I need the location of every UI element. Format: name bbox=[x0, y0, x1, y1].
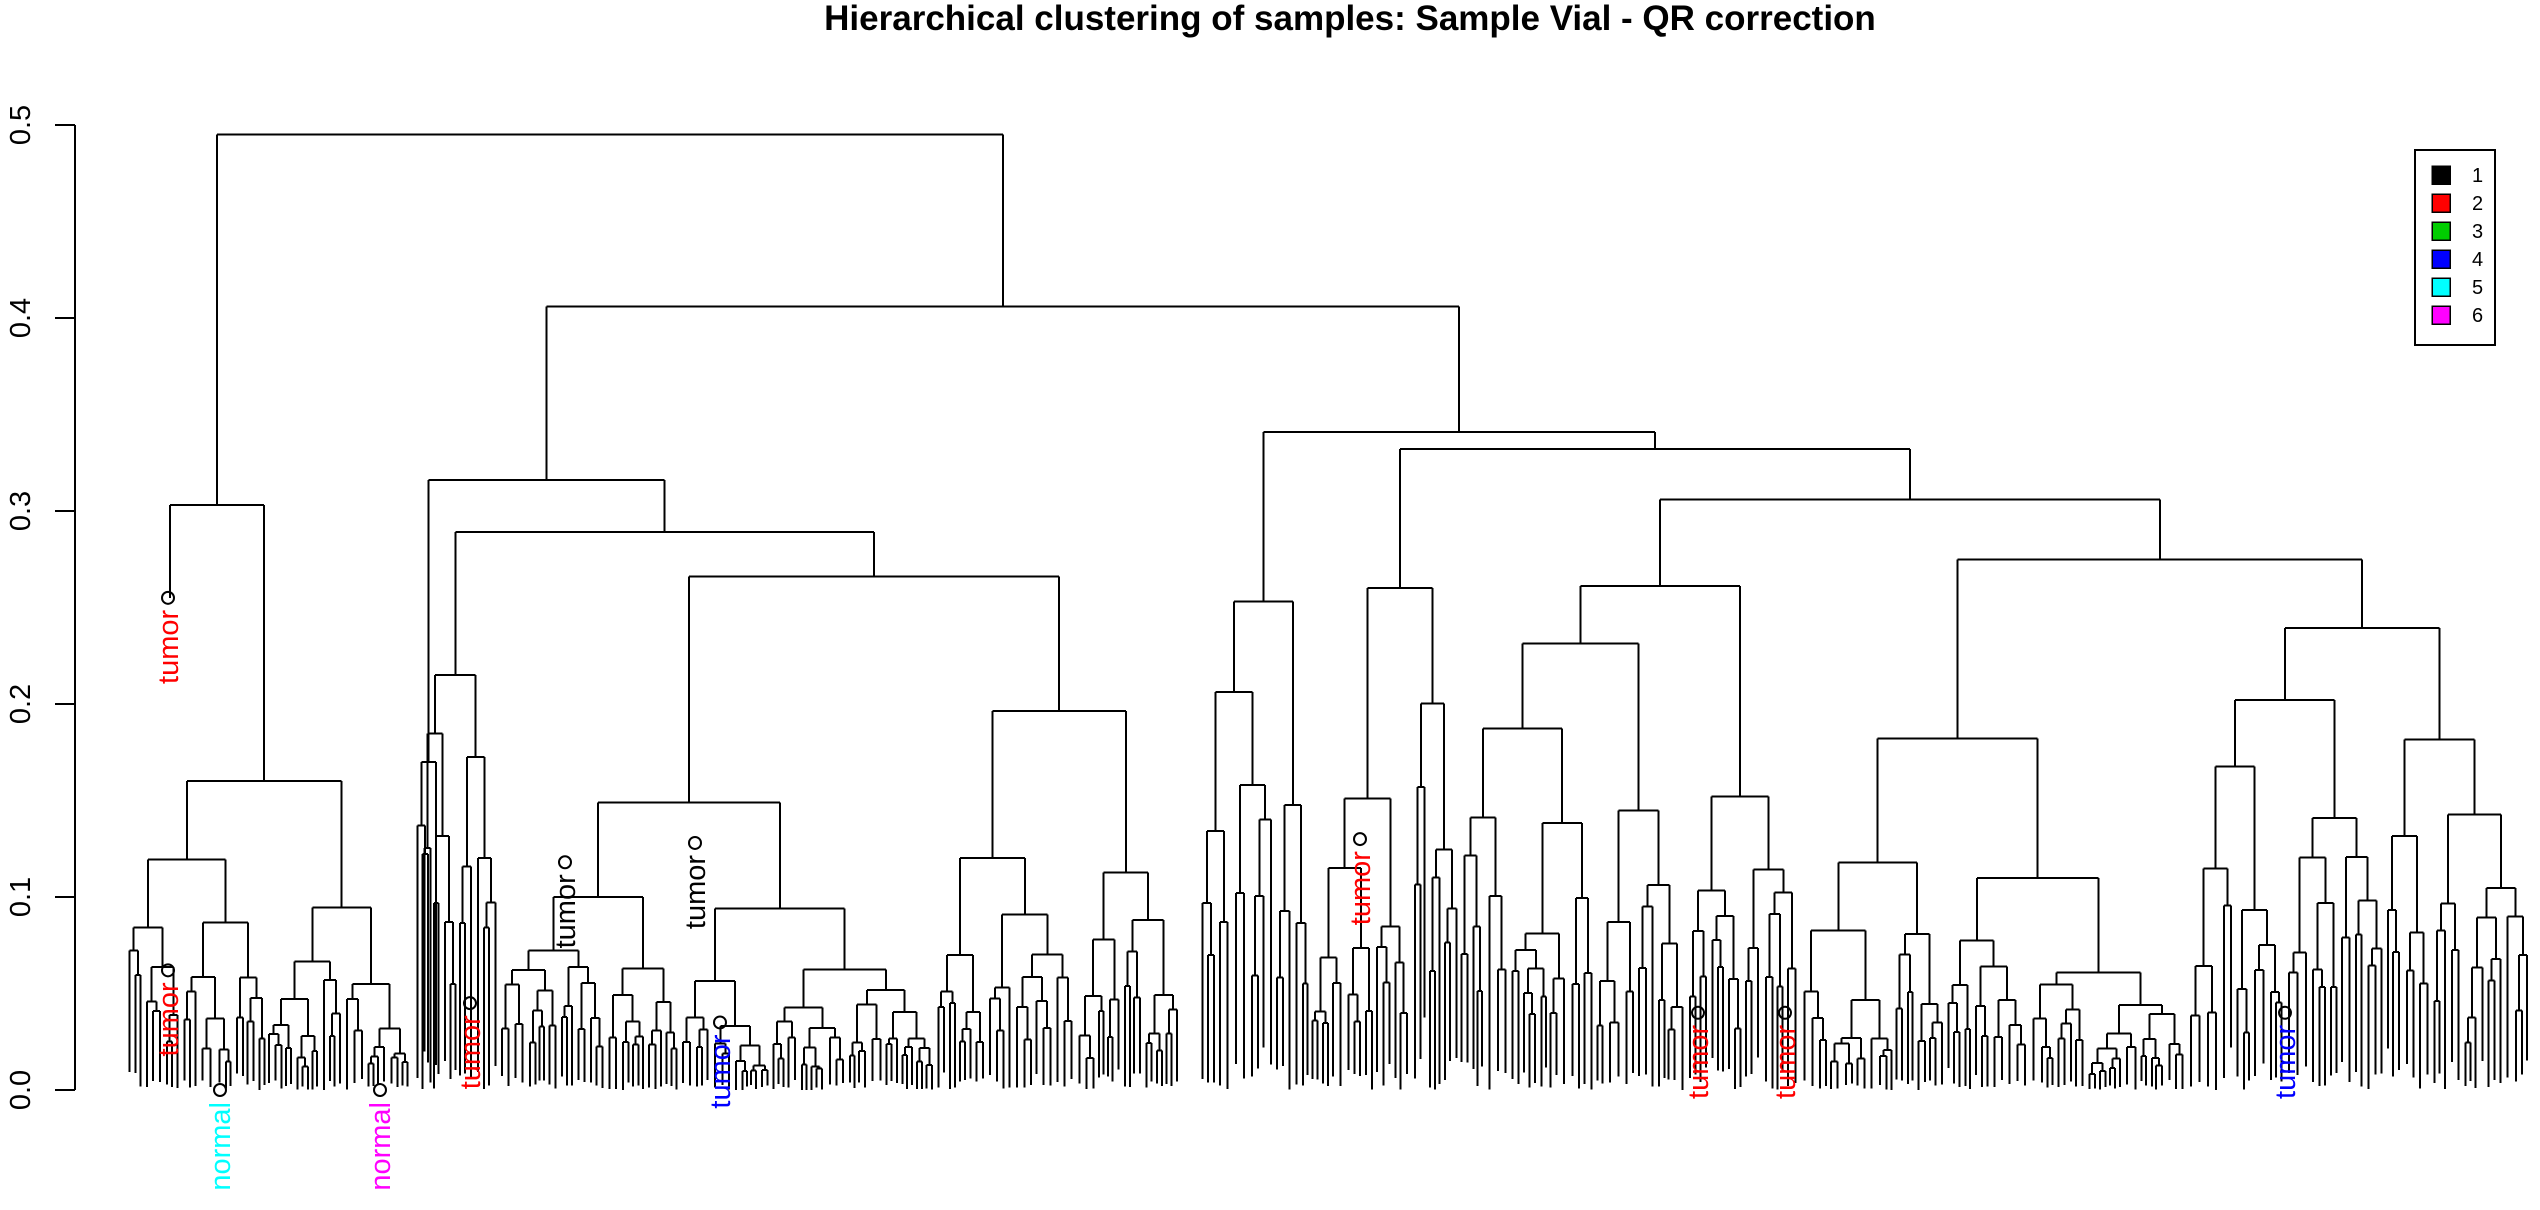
leaf-point bbox=[2278, 1005, 2292, 1020]
leaf-label: tumor bbox=[1345, 851, 1377, 925]
leaf-label: normal bbox=[365, 1102, 397, 1191]
legend: 1 2 3 4 5 6 bbox=[2414, 149, 2496, 346]
y-axis: 0.0 0.1 0.2 0.3 0.4 0.5 bbox=[5, 105, 76, 1110]
leaf-point bbox=[1691, 1005, 1705, 1020]
legend-swatch bbox=[2431, 221, 2451, 241]
leaf-point bbox=[688, 835, 702, 850]
leaf-point bbox=[373, 1083, 387, 1097]
leaf-label: tumor bbox=[1683, 1024, 1715, 1098]
leaf-point bbox=[161, 590, 175, 605]
leaf-labels: tumor tumor tumor tumor tumor tumor tumor tumor… bbox=[153, 590, 2302, 1191]
leaf-label: normal bbox=[205, 1102, 237, 1191]
leaf-label: tumor bbox=[1770, 1024, 1802, 1098]
y-tick-label: 0.3 bbox=[5, 491, 37, 531]
leaf-point bbox=[463, 996, 477, 1011]
legend-swatch bbox=[2431, 193, 2451, 213]
leaf-label: tumor bbox=[680, 855, 712, 929]
leaf-label: tumor bbox=[705, 1034, 737, 1108]
legend-swatch bbox=[2431, 165, 2451, 185]
leaf-label: tumor bbox=[550, 874, 582, 948]
y-tick-label: 0.2 bbox=[5, 684, 37, 724]
chart-title: Hierarchical clustering of samples: Samp… bbox=[824, 0, 1876, 38]
legend-swatch bbox=[2431, 277, 2451, 297]
dendrogram-tree bbox=[128, 133, 2529, 1090]
leaf-point bbox=[213, 1083, 227, 1097]
leaf-label: tumor bbox=[455, 1015, 487, 1089]
legend-label: 5 bbox=[2472, 277, 2483, 299]
leaf-label: tumor bbox=[2270, 1024, 2302, 1098]
legend-label: 2 bbox=[2472, 193, 2483, 215]
legend-box bbox=[2414, 149, 2496, 346]
legend-label: 4 bbox=[2472, 249, 2483, 271]
leaf-point bbox=[558, 855, 572, 870]
leaf-point bbox=[713, 1015, 727, 1030]
leaf-label: tumor bbox=[153, 610, 185, 684]
legend-label: 6 bbox=[2472, 305, 2483, 327]
leaf-label: tumor bbox=[153, 982, 185, 1056]
leaf-point bbox=[1353, 832, 1367, 847]
leaf-point bbox=[1778, 1005, 1792, 1020]
legend-swatch bbox=[2431, 249, 2451, 269]
y-tick-label: 0.0 bbox=[5, 1070, 37, 1110]
leaf-point bbox=[161, 963, 175, 978]
y-tick-label: 0.4 bbox=[5, 298, 37, 338]
y-tick-label: 0.5 bbox=[5, 105, 37, 145]
legend-label: 3 bbox=[2472, 221, 2483, 243]
legend-swatch bbox=[2431, 305, 2451, 325]
legend-label: 1 bbox=[2472, 165, 2483, 187]
y-tick-label: 0.1 bbox=[5, 877, 37, 917]
